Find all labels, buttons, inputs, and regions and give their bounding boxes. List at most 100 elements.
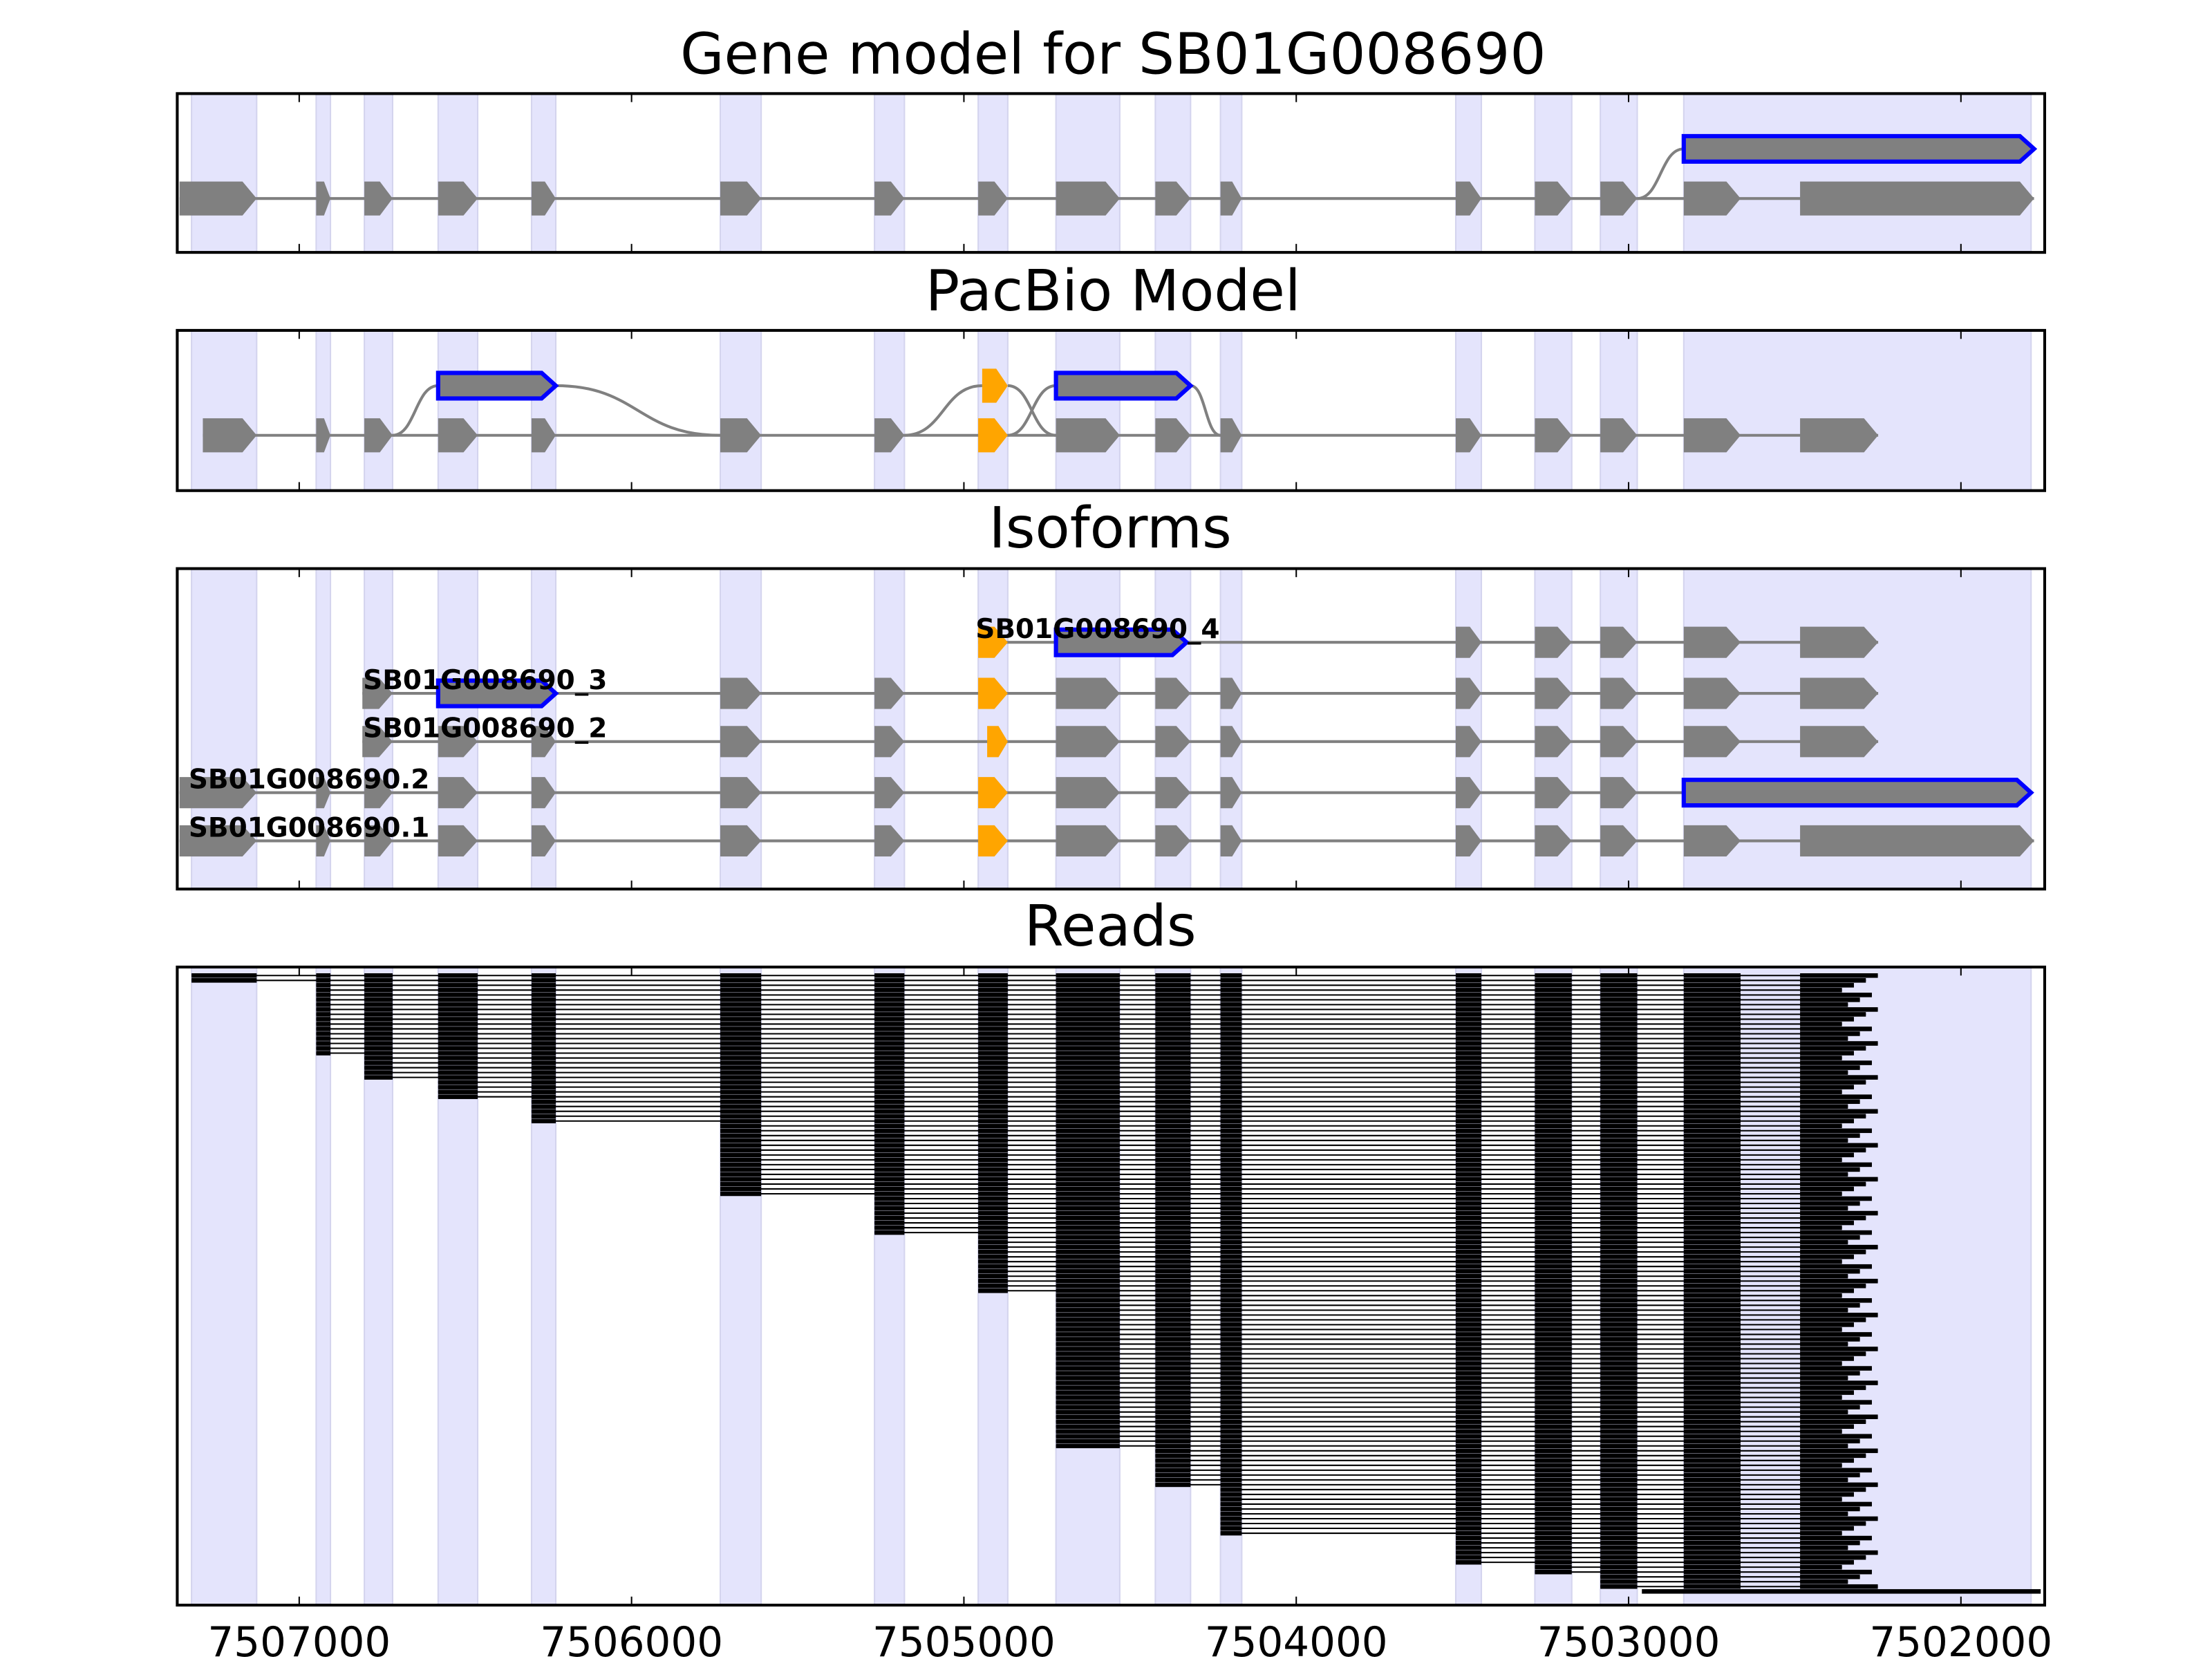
read-block	[1056, 1424, 1120, 1429]
read-block	[1683, 1041, 1741, 1046]
read-block	[531, 993, 556, 997]
read-block	[1455, 1123, 1482, 1129]
read-block	[1535, 1555, 1572, 1560]
read-block	[1155, 1177, 1191, 1182]
read-block	[438, 1075, 478, 1080]
read-block	[978, 1278, 1008, 1284]
read-block	[1056, 983, 1120, 988]
isoform-exon	[1220, 777, 1242, 809]
read-block	[364, 978, 393, 983]
read-block	[1155, 1162, 1191, 1168]
read-block	[1600, 1099, 1638, 1104]
read-block	[438, 983, 478, 988]
read-block	[874, 1065, 905, 1070]
read-block	[1455, 1254, 1482, 1259]
read-block	[1800, 1521, 1866, 1526]
isoform-exon	[978, 677, 1008, 709]
read-block	[1155, 1036, 1191, 1041]
read-block	[1683, 1405, 1741, 1409]
read-block	[978, 1177, 1008, 1182]
read-block	[1800, 1181, 1866, 1187]
read-block	[1155, 1017, 1191, 1022]
read-block	[1220, 1075, 1242, 1080]
read-block	[1800, 1210, 1878, 1216]
exon-band	[437, 329, 479, 491]
panel-frame	[176, 328, 2046, 492]
read-block	[1056, 1283, 1120, 1288]
read-block	[1600, 1477, 1638, 1483]
read-block	[531, 1031, 556, 1036]
gene-model-exon	[978, 181, 1008, 216]
read-block	[1600, 1167, 1638, 1172]
read-block	[364, 1022, 393, 1027]
read-block	[1800, 1138, 1848, 1143]
read-block	[1683, 1123, 1741, 1129]
read-block	[1056, 1152, 1120, 1158]
read-block	[1683, 1027, 1741, 1031]
read-block	[1800, 1506, 1860, 1512]
read-block	[1455, 1046, 1482, 1051]
read-block	[1220, 1210, 1242, 1216]
read-block	[1455, 1468, 1482, 1473]
isoform-exon	[1800, 825, 2034, 856]
read-block	[1800, 1104, 1848, 1109]
read-block	[1800, 1075, 1878, 1080]
read-block	[1535, 1075, 1572, 1080]
isoform-exon	[316, 825, 331, 856]
read-block	[1535, 1254, 1572, 1259]
read-block	[1800, 1458, 1854, 1463]
read-block	[316, 1046, 331, 1051]
pacbio-alt-exon	[1053, 371, 1194, 401]
read-block	[1155, 1337, 1191, 1342]
read-block	[1155, 1104, 1191, 1109]
read-block	[1455, 1477, 1482, 1483]
read-block	[978, 1143, 1008, 1148]
read-block	[1535, 1463, 1572, 1468]
isoform-exon	[978, 626, 1008, 658]
read-block	[720, 1031, 762, 1036]
read-block	[1455, 1099, 1482, 1104]
read-block	[978, 1114, 1008, 1119]
read-block	[1800, 1516, 1878, 1521]
exon-band	[191, 93, 258, 254]
read-block	[1220, 1085, 1242, 1089]
read-block	[720, 1177, 762, 1182]
isoform-exon	[1800, 677, 1879, 709]
read-block	[1056, 1099, 1120, 1104]
read-block	[1455, 1419, 1482, 1424]
read-block	[1683, 1264, 1741, 1269]
read-block	[978, 988, 1008, 993]
read-block	[1220, 1007, 1242, 1012]
read-block	[720, 1099, 762, 1104]
read-block	[1683, 1390, 1741, 1395]
read-block	[1455, 1506, 1482, 1512]
isoform-exon	[1683, 677, 1741, 709]
read-block	[438, 1002, 478, 1007]
read-block	[1683, 1118, 1741, 1124]
read-block	[1600, 1060, 1638, 1065]
x-tick-label: 7503000	[1537, 1619, 1721, 1659]
read-block	[1683, 1031, 1741, 1036]
read-block	[1455, 1249, 1482, 1255]
read-block	[1455, 1463, 1482, 1468]
read-block	[1455, 1157, 1482, 1163]
isoform-exon	[1600, 626, 1638, 658]
read-block	[1056, 1322, 1120, 1327]
read-block	[874, 1060, 905, 1065]
isoform-exon	[1455, 726, 1482, 758]
x-tick-label: 7504000	[1205, 1619, 1388, 1659]
read-block	[531, 1089, 556, 1094]
read-block	[720, 1191, 762, 1197]
read-block	[1600, 1104, 1638, 1109]
read-block	[1220, 1080, 1242, 1085]
read-block	[1600, 1458, 1638, 1463]
read-block	[720, 1012, 762, 1017]
read-block	[1683, 1477, 1741, 1483]
read-block	[1056, 1128, 1120, 1134]
read-block	[1056, 1244, 1120, 1250]
read-block	[1056, 1085, 1120, 1089]
read-block	[1535, 1104, 1572, 1109]
read-block	[1600, 1075, 1638, 1080]
read-block	[531, 1075, 556, 1080]
read-block	[1800, 1230, 1872, 1235]
